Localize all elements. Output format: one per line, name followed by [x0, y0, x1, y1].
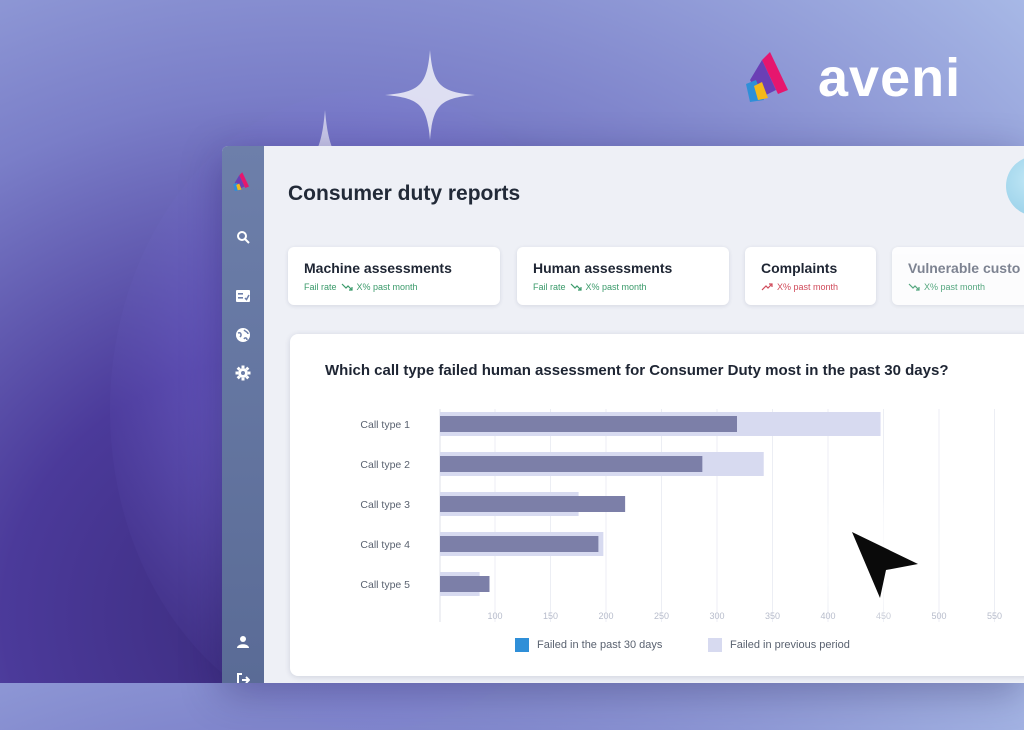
- brand-name: aveni: [818, 48, 962, 108]
- category-label: Call type 2: [360, 459, 410, 471]
- cursor-arrow-icon: [852, 532, 918, 598]
- card-complaints[interactable]: Complaints X% past month: [745, 247, 876, 305]
- legend-label: Failed in the past 30 days: [537, 639, 663, 651]
- x-tick-label: 300: [709, 611, 724, 621]
- card-subtitle: Fail rate X% past month: [304, 282, 484, 292]
- legend-item-current[interactable]: Failed in the past 30 days: [515, 638, 662, 652]
- x-tick-label: 350: [765, 611, 780, 621]
- legend-swatch: [708, 638, 722, 652]
- report-icon[interactable]: [233, 286, 253, 306]
- card-machine-assessments[interactable]: Machine assessments Fail rate X% past mo…: [288, 247, 500, 305]
- category-label: Call type 5: [360, 579, 410, 591]
- logout-icon[interactable]: [233, 670, 253, 683]
- aveni-logo-icon: [746, 52, 788, 102]
- x-tick-label: 150: [543, 611, 558, 621]
- bar-past-30-days: [440, 576, 490, 592]
- legend-item-previous[interactable]: Failed in previous period: [708, 638, 850, 652]
- card-value: X% past month: [777, 282, 839, 292]
- bar-past-30-days: [440, 496, 626, 512]
- card-title: Machine assessments: [304, 260, 452, 276]
- category-label: Call type 4: [360, 539, 410, 551]
- card-vulnerable-customers[interactable]: Vulnerable custo X% past month: [892, 247, 1024, 305]
- card-prefix: Fail rate: [533, 282, 566, 292]
- search-icon[interactable]: [233, 227, 253, 247]
- x-tick-label: 550: [987, 611, 1002, 621]
- card-title: Vulnerable custo: [908, 260, 1021, 276]
- avatar[interactable]: [1006, 156, 1024, 216]
- sidebar: [222, 146, 264, 683]
- sparkle-icon: [385, 50, 475, 140]
- bar-past-30-days: [440, 416, 737, 432]
- card-subtitle: Fail rate X% past month: [533, 282, 713, 292]
- card-subtitle: X% past month: [908, 282, 1024, 292]
- card-human-assessments[interactable]: Human assessments Fail rate X% past mont…: [517, 247, 729, 305]
- card-value: X% past month: [924, 282, 986, 292]
- bar-past-30-days: [440, 456, 703, 472]
- card-title: Complaints: [761, 260, 838, 276]
- x-tick-label: 100: [487, 611, 502, 621]
- trend-down-icon: [341, 283, 353, 291]
- user-icon[interactable]: [233, 632, 253, 652]
- trend-up-icon: [761, 283, 773, 291]
- card-subtitle: X% past month: [761, 282, 860, 292]
- bar-past-30-days: [440, 536, 599, 552]
- x-tick-label: 200: [598, 611, 613, 621]
- aveni-logo-icon[interactable]: [231, 170, 255, 194]
- bar-chart: 100150200250300350400450500550Call type …: [360, 409, 1002, 622]
- gear-icon[interactable]: [233, 363, 253, 383]
- card-prefix: Fail rate: [304, 282, 337, 292]
- page-title: Consumer duty reports: [288, 182, 521, 205]
- trend-down-icon: [570, 283, 582, 291]
- card-value: X% past month: [356, 282, 418, 292]
- category-label: Call type 3: [360, 499, 410, 511]
- legend-label: Failed in previous period: [730, 639, 850, 651]
- globe-icon[interactable]: [233, 325, 253, 345]
- x-tick-label: 400: [820, 611, 835, 621]
- x-tick-label: 500: [931, 611, 946, 621]
- legend-swatch: [515, 638, 529, 652]
- category-label: Call type 1: [360, 419, 410, 431]
- x-tick-label: 250: [654, 611, 669, 621]
- brand-logo: aveni: [740, 50, 961, 106]
- card-title: Human assessments: [533, 260, 673, 276]
- card-value: X% past month: [585, 282, 647, 292]
- trend-down-icon: [908, 283, 920, 291]
- chart-title: Which call type failed human assessment …: [325, 362, 949, 379]
